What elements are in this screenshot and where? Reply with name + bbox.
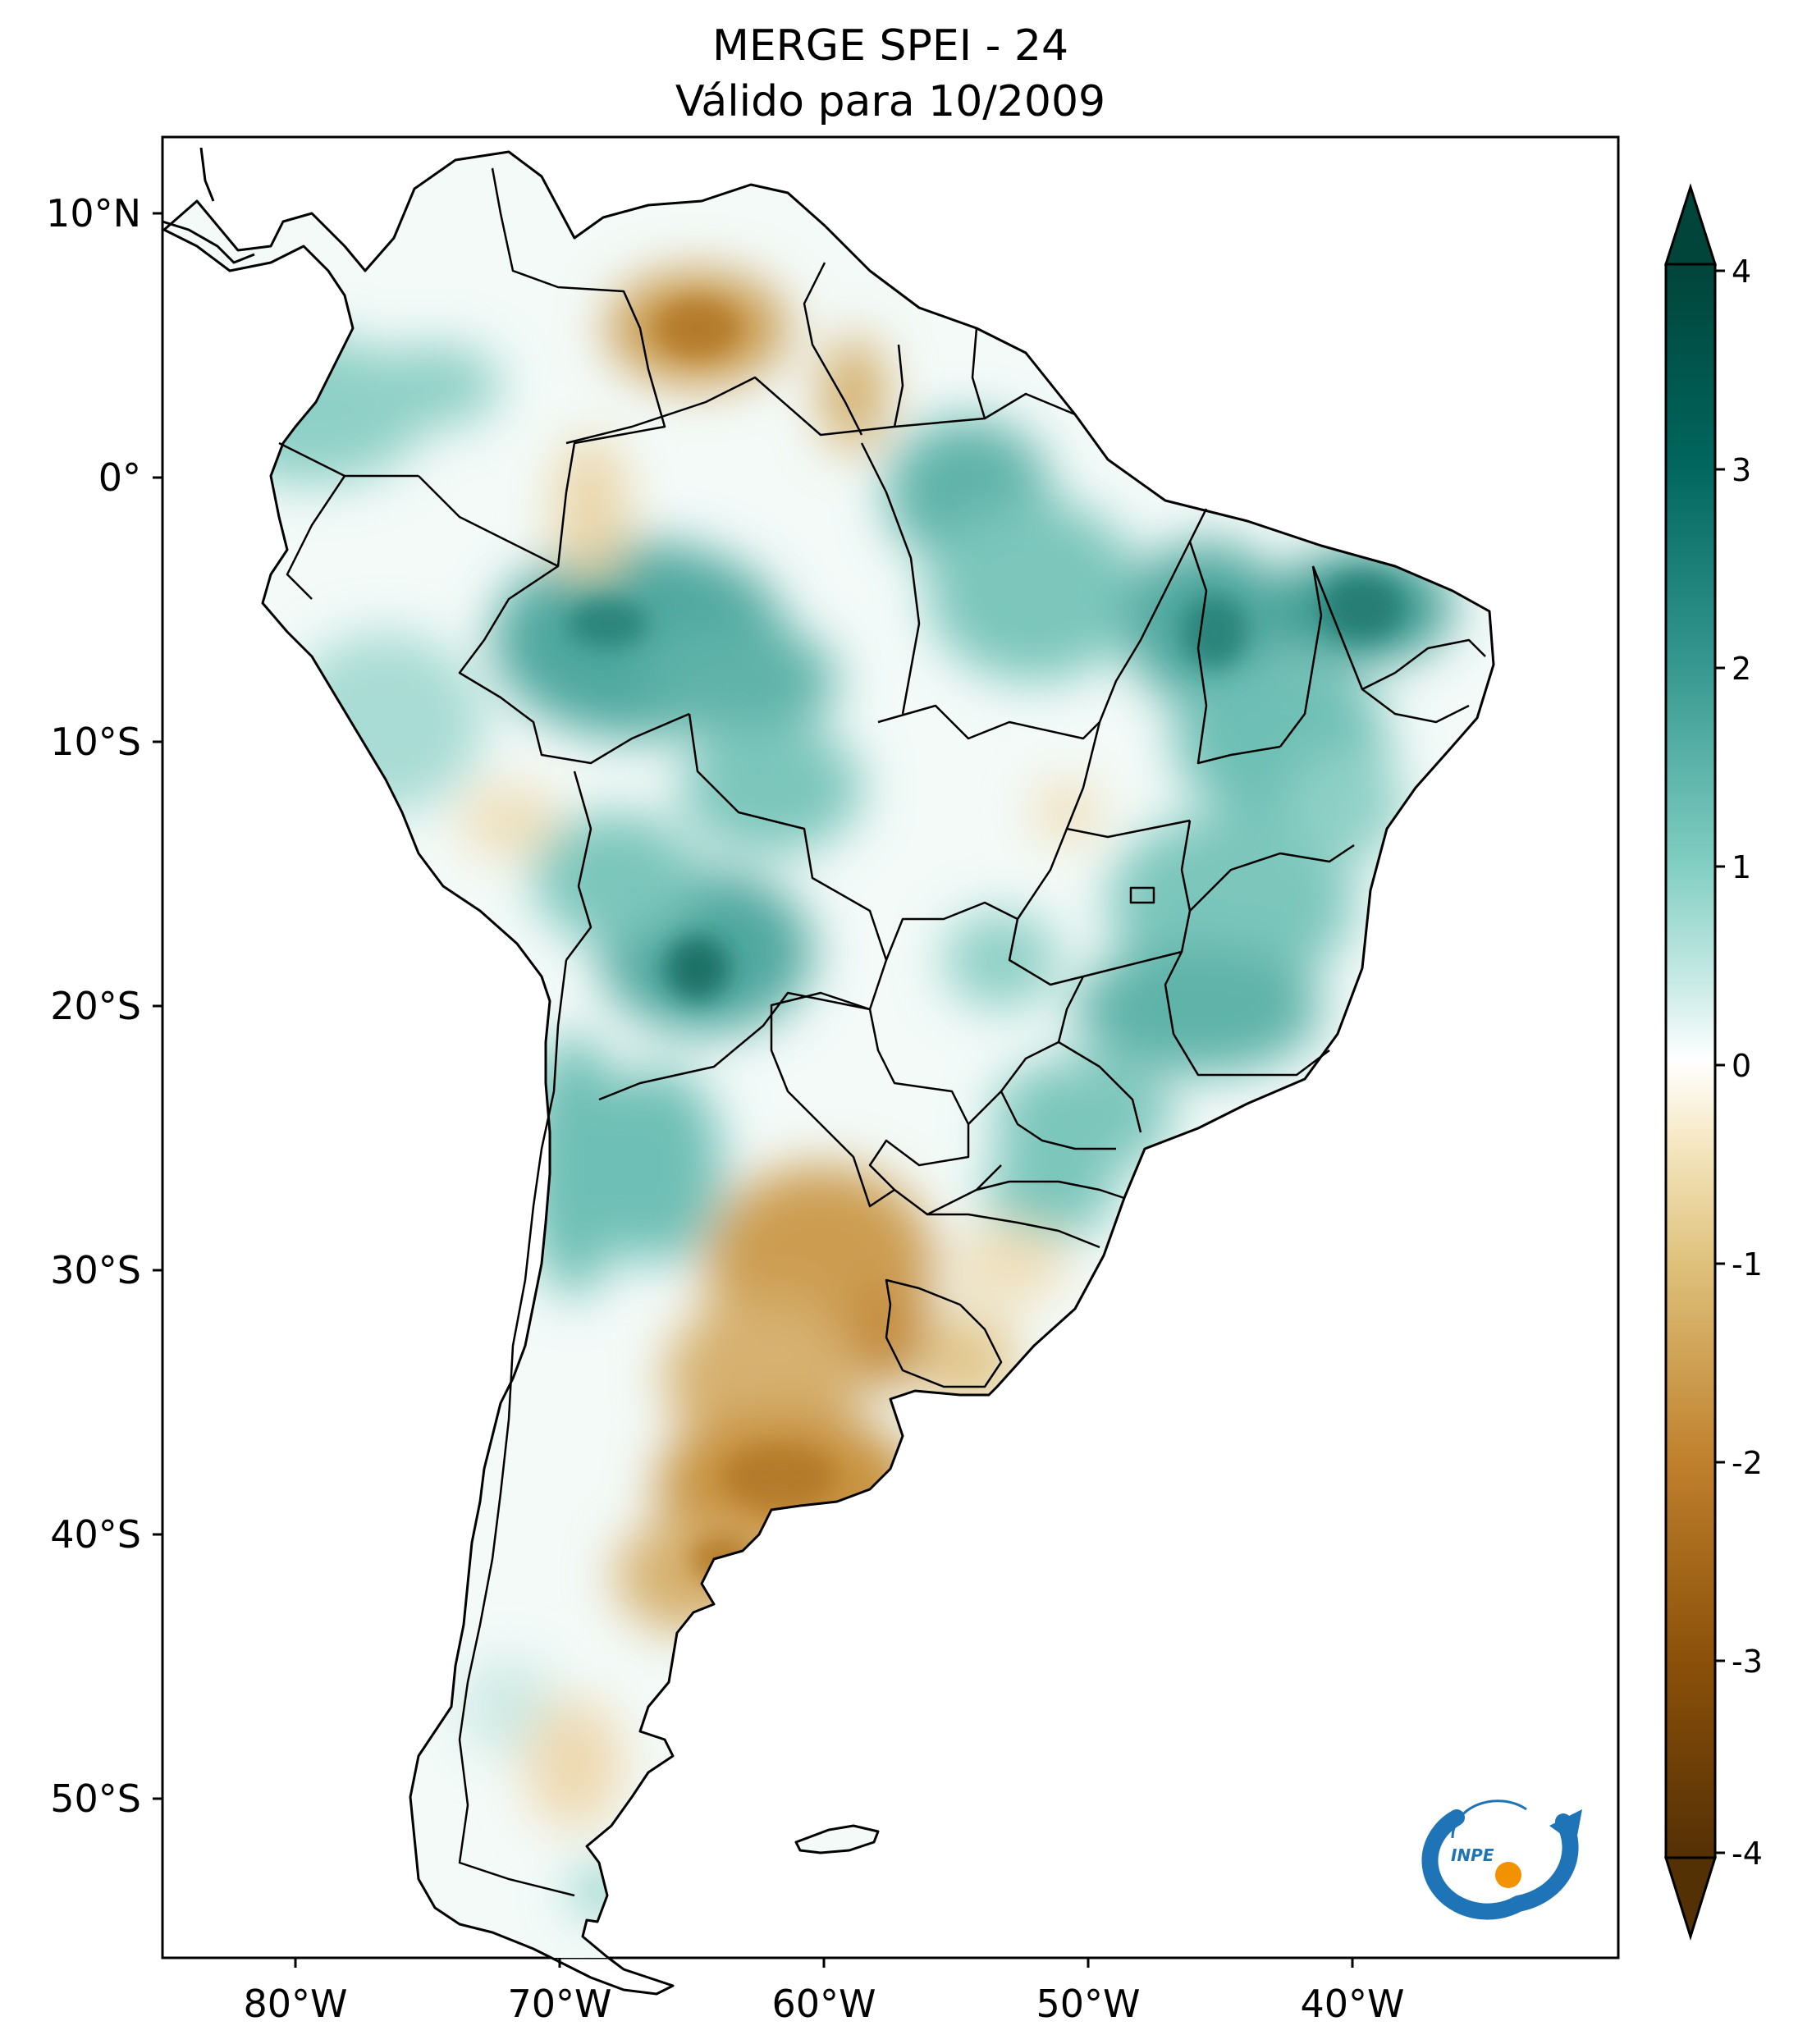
lat-tick-3: 20°S xyxy=(50,984,162,1028)
colorbar-tick-label: 3 xyxy=(1732,452,1751,488)
lat-tick-1: 0° xyxy=(98,455,162,500)
lat-tick-label: 50°S xyxy=(50,1776,141,1821)
lat-tick-label: 20°S xyxy=(50,984,141,1028)
colorbar-tick-label: -2 xyxy=(1732,1445,1763,1481)
lat-axis: 10°N 0° 10°S 20°S 30°S 40°S 50°S xyxy=(46,191,162,1821)
lat-tick-label: 10°S xyxy=(50,720,141,764)
lon-tick-0: 80°W xyxy=(243,1958,348,2026)
colorbar-tick-label: -4 xyxy=(1732,1836,1763,1872)
colorbar-tick-label: -3 xyxy=(1732,1644,1763,1680)
colorbar: 4 3 2 1 0 -1 -2 -3 -4 xyxy=(1663,183,1763,1941)
lon-tick-label: 80°W xyxy=(243,1982,347,2026)
political-boundaries xyxy=(278,167,1486,1897)
logo-arrow-icon xyxy=(1549,1809,1582,1845)
lon-tick-1: 70°W xyxy=(507,1958,612,2026)
lon-tick-2: 60°W xyxy=(771,1958,876,2026)
lat-tick-label: 40°S xyxy=(50,1512,141,1557)
lat-tick-0: 10°N xyxy=(46,191,162,235)
lon-tick-4: 40°W xyxy=(1300,1958,1405,2026)
colorbar-extend-top xyxy=(1663,183,1718,266)
colorbar-tick-label: 1 xyxy=(1732,849,1751,885)
colorbar-tick-label: 2 xyxy=(1732,651,1751,687)
colorbar-extend-bottom xyxy=(1663,1856,1718,1941)
lat-tick-4: 30°S xyxy=(50,1248,162,1292)
lat-tick-label: 30°S xyxy=(50,1248,141,1292)
colorbar-tick-label: -1 xyxy=(1732,1246,1763,1283)
lon-tick-label: 70°W xyxy=(507,1982,611,2026)
lon-tick-label: 50°W xyxy=(1036,1982,1140,2026)
colorbar-body xyxy=(1664,263,1717,1859)
logo-text: INPE xyxy=(1451,1845,1494,1865)
colorbar-tick-label: 4 xyxy=(1732,254,1751,290)
logo-dot-icon xyxy=(1495,1862,1521,1888)
chart-title: MERGE SPEI - 24 xyxy=(711,21,1069,71)
logo-orbit-icon xyxy=(1451,1799,1527,1839)
coastline xyxy=(162,147,1495,1996)
logo-arc-icon xyxy=(1421,1809,1579,1920)
lat-tick-label: 0° xyxy=(98,455,141,500)
chart-subtitle: Válido para 10/2009 xyxy=(675,77,1106,126)
lon-tick-label: 40°W xyxy=(1300,1982,1404,2026)
inpe-logo: INPE xyxy=(1421,1799,1582,1920)
lat-tick-6: 50°S xyxy=(50,1776,162,1821)
lon-axis: 80°W 70°W 60°W 50°W 40°W xyxy=(243,1958,1405,2026)
lat-tick-label: 10°N xyxy=(46,191,141,235)
lon-tick-3: 50°W xyxy=(1036,1958,1141,2026)
lat-tick-5: 40°S xyxy=(50,1512,162,1557)
colorbar-tick-label: 0 xyxy=(1732,1048,1751,1084)
lon-tick-label: 60°W xyxy=(771,1982,876,2026)
lat-tick-2: 10°S xyxy=(50,720,162,764)
colorbar-ticks: 4 3 2 1 0 -1 -2 -3 -4 xyxy=(1715,254,1763,1872)
